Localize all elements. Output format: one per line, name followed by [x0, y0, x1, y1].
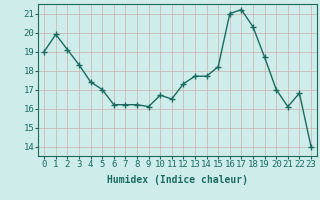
X-axis label: Humidex (Indice chaleur): Humidex (Indice chaleur) — [107, 175, 248, 185]
